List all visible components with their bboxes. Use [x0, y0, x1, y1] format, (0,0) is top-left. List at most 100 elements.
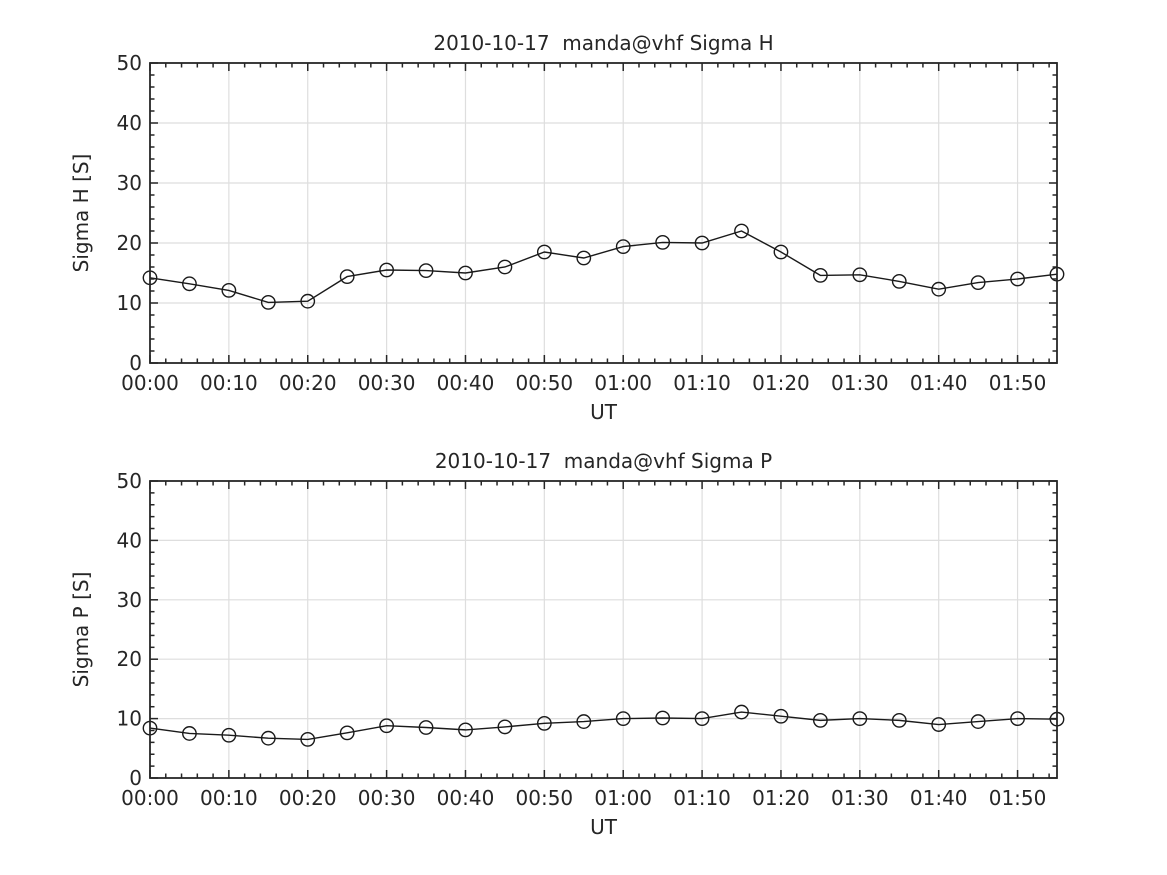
x-tick-label: 01:30	[831, 371, 889, 395]
data-point	[458, 265, 473, 281]
data-point	[576, 250, 592, 266]
x-tick-label: 01:20	[752, 786, 810, 810]
x-tick-label: 00:30	[358, 786, 416, 810]
x-tick-label: 00:20	[279, 371, 337, 395]
data-point	[300, 731, 316, 747]
data-point	[734, 704, 749, 720]
y-tick-label: 20	[117, 647, 142, 671]
chart-title: 2010-10-17 manda@vhf Sigma P	[435, 449, 772, 473]
x-tick-label: 00:10	[200, 371, 258, 395]
data-line	[149, 230, 1058, 304]
data-point	[221, 727, 237, 743]
data-point	[694, 711, 710, 726]
data-series	[142, 223, 1065, 310]
y-tick-label: 50	[117, 469, 142, 493]
y-tick-label: 30	[117, 588, 142, 612]
data-point	[339, 269, 355, 284]
y-tick-label: 10	[117, 707, 142, 731]
y-tick-label: 10	[117, 291, 142, 315]
data-point	[970, 714, 986, 729]
data-point	[773, 244, 789, 260]
data-point	[931, 717, 947, 732]
x-tick-label: 01:40	[910, 371, 968, 395]
data-point	[1010, 271, 1025, 287]
y-axis-label: Sigma P [S]	[69, 572, 93, 688]
data-point	[536, 715, 552, 731]
data-point	[734, 223, 749, 239]
data-point	[260, 294, 276, 310]
data-point	[615, 239, 631, 255]
x-tick-label: 00:10	[200, 786, 258, 810]
data-point	[221, 282, 237, 298]
axis-ticks	[149, 62, 1057, 364]
data-point	[891, 712, 907, 728]
x-tick-label: 01:10	[673, 786, 731, 810]
sigma-p-chart: 00:00 00:10 00:20 00:30 00:40 00:50 01:00 01:10…	[69, 449, 1065, 839]
x-tick-label: 00:20	[279, 786, 337, 810]
data-point	[891, 273, 907, 289]
x-tick-label: 01:40	[910, 786, 968, 810]
data-point	[182, 726, 197, 741]
grid	[150, 63, 1057, 363]
data-point	[497, 259, 513, 275]
data-point	[931, 281, 947, 297]
x-tick-label: 00:00	[121, 371, 179, 395]
data-point	[576, 714, 592, 729]
data-point	[852, 267, 868, 283]
chart-title: 2010-10-17 manda@vhf Sigma H	[433, 31, 773, 55]
x-axis-label: UT	[590, 400, 618, 424]
grid	[150, 481, 1057, 778]
x-tick-label: 01:50	[989, 786, 1047, 810]
data-point	[812, 267, 828, 283]
x-axis-label: UT	[590, 815, 618, 839]
y-tick-label: 0	[129, 351, 142, 375]
data-point	[458, 722, 473, 738]
data-point	[379, 718, 395, 734]
data-series	[142, 704, 1065, 747]
x-tick-label: 00:50	[516, 371, 574, 395]
data-line	[149, 711, 1058, 741]
data-point	[1010, 711, 1025, 726]
data-point	[812, 712, 828, 728]
data-point	[970, 275, 986, 290]
x-tick-label: 00:50	[516, 786, 574, 810]
x-tick-label: 01:50	[989, 371, 1047, 395]
data-point	[773, 708, 789, 724]
data-point	[497, 719, 513, 735]
data-point	[655, 234, 671, 250]
data-point	[300, 293, 316, 309]
sigma-h-chart: 00:00 00:10 00:20 00:30 00:40 00:50 01:00 01:10…	[69, 31, 1065, 424]
data-point	[615, 711, 631, 726]
data-point	[655, 710, 671, 726]
x-tick-label: 01:30	[831, 786, 889, 810]
x-tick-label: 00:00	[121, 786, 179, 810]
data-point	[339, 725, 355, 741]
data-point	[418, 263, 434, 278]
data-point	[418, 720, 434, 735]
data-point	[852, 711, 868, 726]
y-tick-label: 40	[117, 111, 142, 135]
axis-ticks	[149, 480, 1057, 779]
plot-area	[149, 62, 1058, 364]
x-tick-label: 00:40	[437, 371, 495, 395]
y-axis-label: Sigma H [S]	[69, 154, 93, 273]
y-tick-label: 30	[117, 171, 142, 195]
y-tick-label: 50	[117, 51, 142, 75]
x-tick-label: 01:20	[752, 371, 810, 395]
plot-area	[149, 480, 1058, 779]
y-tick-label: 40	[117, 528, 142, 552]
y-tick-label: 20	[117, 231, 142, 255]
data-point	[182, 276, 197, 292]
data-point	[260, 730, 276, 746]
y-tick-label: 0	[129, 766, 142, 790]
x-tick-label: 01:00	[594, 371, 652, 395]
x-tick-label: 01:00	[594, 786, 652, 810]
data-point	[694, 235, 710, 251]
x-tick-label: 00:40	[437, 786, 495, 810]
data-point	[379, 262, 395, 278]
x-tick-label: 00:30	[358, 371, 416, 395]
data-point	[536, 244, 552, 260]
x-tick-label: 01:10	[673, 371, 731, 395]
